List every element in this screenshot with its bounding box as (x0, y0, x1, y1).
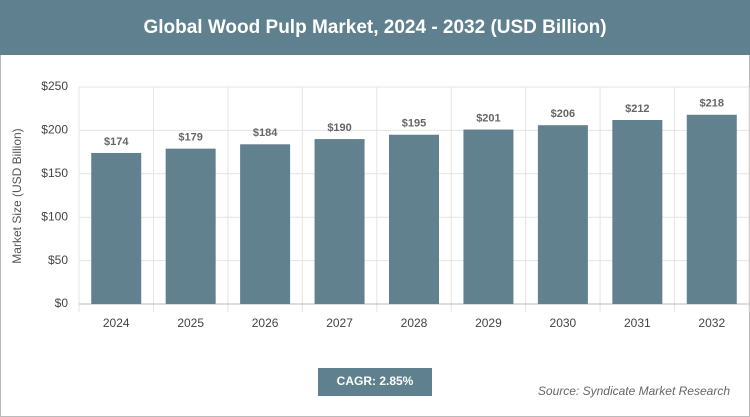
bar (537, 125, 588, 304)
value-label: $201 (476, 112, 500, 124)
cagr-text: CAGR: 2.85% (337, 374, 414, 388)
x-tick-label: 2027 (326, 316, 353, 330)
bar (165, 148, 216, 304)
bar (314, 139, 365, 304)
x-tick-label: 2031 (624, 316, 651, 330)
value-label: $206 (551, 108, 575, 120)
y-tick-label: $100 (41, 209, 68, 223)
y-tick-label: $0 (55, 296, 69, 310)
x-tick-label: 2032 (698, 316, 725, 330)
y-tick-label: $200 (41, 123, 68, 137)
source-text: Source: Syndicate Market Research (538, 384, 730, 398)
bar (612, 119, 663, 304)
value-label: $195 (402, 118, 426, 130)
bar (91, 152, 142, 304)
bar (389, 134, 439, 304)
y-tick-label: $50 (48, 253, 68, 267)
x-tick-label: 2025 (177, 316, 204, 330)
chart-title: Global Wood Pulp Market, 2024 - 2032 (US… (143, 17, 606, 38)
x-tick-label: 2024 (103, 316, 130, 330)
y-tick-label: $150 (41, 166, 68, 180)
bar (686, 114, 737, 304)
x-tick-label: 2029 (475, 316, 502, 330)
value-label: $190 (327, 122, 351, 134)
value-label: $184 (253, 127, 278, 139)
value-label: $218 (700, 98, 724, 110)
cagr-box (318, 368, 432, 396)
x-tick-label: 2026 (252, 316, 279, 330)
y-axis-label: Market Size (USD Billion) (10, 128, 24, 263)
value-label: $212 (625, 103, 649, 115)
title-bar (0, 0, 750, 55)
bar (463, 129, 514, 304)
value-label: $174 (104, 136, 129, 148)
value-label: $179 (178, 132, 202, 144)
x-tick-label: 2030 (550, 316, 577, 330)
y-tick-label: $250 (41, 79, 68, 93)
bar (240, 144, 291, 304)
x-tick-label: 2028 (401, 316, 428, 330)
